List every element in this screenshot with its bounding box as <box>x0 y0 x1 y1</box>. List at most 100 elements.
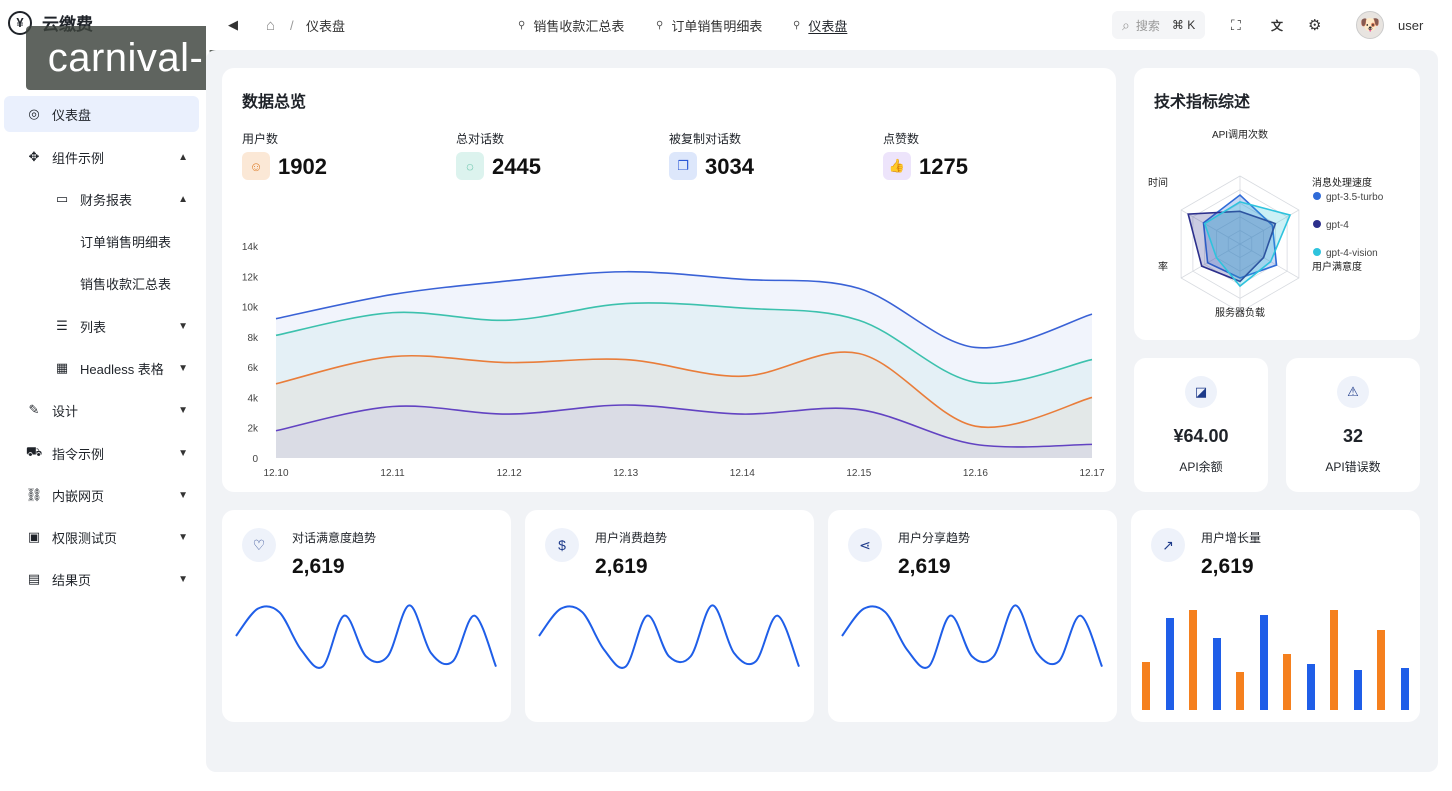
legend-label: gpt-4-vision <box>1326 248 1378 259</box>
chevron-down-icon[interactable]: ▼ <box>178 573 188 585</box>
thumbs-up-icon: 👍 <box>883 152 911 180</box>
fullscreen-icon[interactable]: ⛶ <box>1231 16 1241 33</box>
radar-indicator-label: 率 <box>1158 260 1168 273</box>
avatar: 🐶 <box>1356 11 1384 39</box>
stat-value: 1902 <box>278 154 327 179</box>
user-menu[interactable]: 🐶 user <box>1356 0 1423 50</box>
pin-icon: ⚲ <box>518 19 526 31</box>
translate-icon[interactable]: 文 <box>1271 18 1284 33</box>
back-icon[interactable]: ◀ <box>228 17 238 32</box>
sidebar-item-label: 仪表盘 <box>52 107 92 123</box>
trend-value: 2,619 <box>1201 555 1254 578</box>
chevron-down-icon[interactable]: ▼ <box>178 447 188 459</box>
growth-bar <box>1377 630 1385 710</box>
tab-order-sales[interactable]: ⚲ 订单销售明细表 <box>656 0 762 50</box>
radar-title: 技术指标综述 <box>1154 94 1251 111</box>
settings-icon[interactable]: ⚙ <box>1308 17 1322 34</box>
chevron-up-icon[interactable]: ▲ <box>178 151 188 163</box>
radar-indicator-label: 时间 <box>1148 176 1168 189</box>
tab-dashboard[interactable]: ⚲ 仪表盘 <box>793 0 847 50</box>
chevron-down-icon[interactable]: ▼ <box>178 489 188 501</box>
area-fill <box>276 302 1092 458</box>
sidebar-item[interactable]: ✎ 设计 ▼ <box>0 392 200 428</box>
trend-title: 用户分享趋势 <box>898 531 971 545</box>
search-icon: ⌕ <box>1122 16 1130 33</box>
legend-marker <box>1313 192 1321 200</box>
radar-series-polygon <box>1202 193 1278 279</box>
growth-bar <box>1260 615 1268 710</box>
brand-logo-icon: ¥ <box>8 10 32 35</box>
copy-icon: ❐ <box>669 152 697 180</box>
tab-label: 销售收款汇总表 <box>533 18 625 34</box>
search-placeholder: 搜索 <box>1135 18 1160 33</box>
link-icon: ⛓ <box>25 487 43 502</box>
trend-title: 用户增长量 <box>1201 531 1262 545</box>
trend-value: 2,619 <box>292 555 345 578</box>
trend-card: ♡ 对话满意度趋势 2,619 <box>222 510 511 722</box>
sidebar-item[interactable]: ✥ 组件示例 ▲ <box>0 139 200 175</box>
chevron-down-icon[interactable]: ▼ <box>178 404 188 416</box>
chevron-down-icon[interactable]: ▼ <box>178 531 188 543</box>
sidebar-item-label: 组件示例 <box>52 150 105 166</box>
lock-icon: ▣ <box>27 529 41 544</box>
tab-sales-collection[interactable]: ⚲ 销售收款汇总表 <box>518 0 624 50</box>
sidebar-item[interactable]: ▤ 结果页 ▼ <box>0 561 200 597</box>
area-fill <box>276 271 1092 458</box>
y-tick-label: 0 <box>252 454 258 465</box>
design-icon: ✎ <box>28 402 40 417</box>
growth-bar <box>1401 668 1409 710</box>
x-tick-label: 12.16 <box>963 468 988 479</box>
area-fill <box>276 352 1092 458</box>
search-shortcut: ⌘ K <box>1171 18 1196 32</box>
chevron-down-icon[interactable]: ▼ <box>178 362 188 374</box>
radar-card: 技术指标综述 API调用次数 消息处理速度 用户满意度 服务器负载 率 时间 gpt-3.5… <box>1134 68 1420 340</box>
growth-bar <box>1283 654 1291 710</box>
growth-bar <box>1213 638 1221 710</box>
y-tick-label: 14k <box>242 242 259 253</box>
sidebar-item[interactable]: ◎ 仪表盘 <box>4 96 199 132</box>
sidebar-item[interactable]: 销售收款汇总表 <box>0 265 200 301</box>
stat-label: 点赞数 <box>883 132 920 146</box>
sidebar-item-label: 财务报表 <box>80 192 133 208</box>
legend-marker <box>1313 220 1321 228</box>
overview-title: 数据总览 <box>242 94 307 111</box>
growth-bar <box>1166 618 1174 710</box>
y-tick-label: 12k <box>242 272 259 283</box>
radar-indicator-label: 服务器负载 <box>1215 306 1265 319</box>
growth-bar-chart <box>1142 610 1409 710</box>
chevron-up-icon[interactable]: ▲ <box>178 193 188 205</box>
radar-series-polygon <box>1187 210 1277 283</box>
trend-card: $ 用户消费趋势 2,619 <box>525 510 814 722</box>
home-icon[interactable]: ⌂ <box>266 16 276 34</box>
sidebar-item[interactable]: 订单销售明细表 <box>0 223 200 259</box>
list-icon: ☰ <box>56 318 68 333</box>
table-icon: ▦ <box>55 360 69 375</box>
x-tick-label: 12.11 <box>380 468 405 479</box>
stat-value: 2445 <box>492 154 541 179</box>
sidebar-item[interactable]: ☰ 列表 ▼ <box>0 308 200 344</box>
sidebar-item[interactable]: ▭ 财务报表 ▲ <box>0 181 200 217</box>
radar-axis <box>1180 209 1241 245</box>
area-fill <box>276 405 1092 458</box>
x-tick-label: 12.12 <box>497 468 522 479</box>
sidebar-item[interactable]: ▦ Headless 表格 ▼ <box>0 350 200 386</box>
trend-line <box>841 604 1103 669</box>
chevron-down-icon[interactable]: ▼ <box>178 320 188 332</box>
search-input[interactable]: ⌕ 搜索 ⌘ K <box>1112 11 1206 39</box>
sidebar: ¥ 云缴费 ◎ 仪表盘 ✥ 组件示例 ▲ ▭ 财务报表 ▲ 订单销售明细表 销售收款汇总表 ☰ 列表 ▼… <box>0 0 206 791</box>
sidebar-item[interactable]: ⛟ 指令示例 ▼ <box>0 435 200 471</box>
chat-icon: ◌ <box>456 152 484 180</box>
sidebar-item-label: 订单销售明细表 <box>80 234 172 250</box>
dashboard-icon: ◎ <box>28 106 40 121</box>
area-chart: 0 2k 4k 6k 8k 10k 12k 14k 12.10 12.11 12.12 12.13 12… <box>242 242 1105 479</box>
stat-label: 总对话数 <box>456 132 505 146</box>
series-line <box>275 302 1093 385</box>
wallet-icon: ◪ <box>1185 376 1217 408</box>
legend-label: gpt-4 <box>1326 220 1349 231</box>
sidebar-item[interactable]: ⛓ 内嵌网页 ▼ <box>0 477 200 513</box>
stat-label: 被复制对话数 <box>669 132 742 146</box>
sidebar-item[interactable]: ▣ 权限测试页 ▼ <box>0 519 200 555</box>
trend-value: 2,619 <box>595 555 648 578</box>
api-error-label: API错误数 <box>1325 460 1381 474</box>
